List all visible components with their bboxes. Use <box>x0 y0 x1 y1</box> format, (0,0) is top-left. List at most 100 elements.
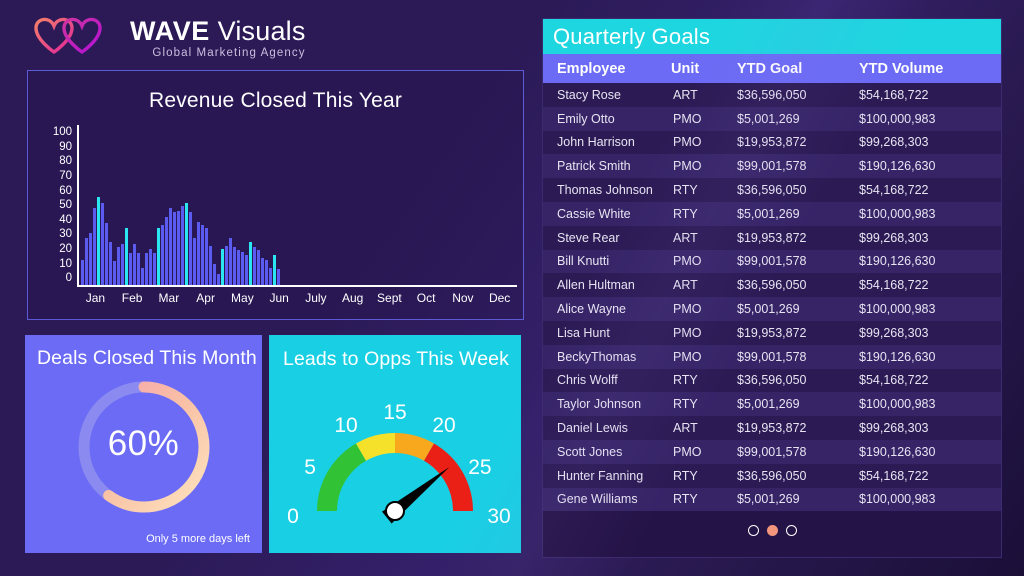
cell-ytd-goal: $19,953,872 <box>737 325 807 340</box>
table-row[interactable]: BeckyThomas PMO $99,001,578 $190,126,630 <box>543 344 1001 369</box>
bar <box>145 253 148 285</box>
column-header-ytd-goal[interactable]: YTD Goal <box>733 54 853 83</box>
donut-value-label: 60% <box>107 424 180 463</box>
bar <box>253 247 256 285</box>
gauge-tick-label: 10 <box>334 414 357 437</box>
bar <box>193 237 196 285</box>
cell-ytd-goal: $36,596,050 <box>737 183 807 198</box>
table-row[interactable]: Patrick Smith PMO $99,001,578 $190,126,630 <box>543 154 1001 179</box>
bar <box>201 224 204 285</box>
column-header-employee[interactable]: Employee <box>543 54 665 83</box>
cell-ytd-goal: $36,596,050 <box>737 278 807 293</box>
bar <box>257 250 260 285</box>
column-header-ytd-volume[interactable]: YTD Volume <box>853 54 1001 83</box>
cell-ytd-volume: $54,168,722 <box>859 373 929 388</box>
quarterly-goals-title-bar: Quarterly Goals <box>543 19 1001 54</box>
y-tick-label: 20 <box>59 243 72 256</box>
cell-employee: Allen Hultman <box>557 278 635 293</box>
table-row[interactable]: Gene Williams RTY $5,001,269 $100,000,983 <box>543 487 1001 512</box>
table-row[interactable]: Bill Knutti PMO $99,001,578 $190,126,630 <box>543 249 1001 274</box>
bar <box>93 207 96 285</box>
bar <box>241 251 244 285</box>
table-row[interactable]: Allen Hultman ART $36,596,050 $54,168,722 <box>543 273 1001 298</box>
donut-title: Deals Closed This Month <box>37 347 257 369</box>
cell-employee: Scott Jones <box>557 444 623 459</box>
bar <box>129 253 132 285</box>
table-row[interactable]: Daniel Lewis ART $19,953,872 $99,268,303 <box>543 416 1001 440</box>
bar <box>229 237 232 285</box>
table-header-row: Employee Unit YTD Goal YTD Volume <box>543 54 1001 83</box>
cell-ytd-goal: $99,001,578 <box>737 349 807 364</box>
table-row[interactable]: Cassie White RTY $5,001,269 $100,000,983 <box>543 201 1001 226</box>
cell-unit: RTY <box>673 373 698 388</box>
y-tick-label: 50 <box>59 199 72 212</box>
cell-employee: Lisa Hunt <box>557 325 610 340</box>
cell-ytd-volume: $100,000,983 <box>859 397 936 412</box>
bar <box>141 267 144 285</box>
quarterly-goals-title: Quarterly Goals <box>553 23 711 49</box>
gauge-title: Leads to Opps This Week <box>283 348 509 370</box>
bar <box>249 242 252 285</box>
bar-chart-x-axis-line <box>77 285 517 287</box>
cell-unit: RTY <box>673 183 698 198</box>
bar <box>109 242 112 285</box>
x-tick-label: Mar <box>158 291 180 305</box>
cell-ytd-volume: $54,168,722 <box>859 468 929 483</box>
x-tick-label: Sept <box>377 291 402 305</box>
cell-ytd-volume: $100,000,983 <box>859 302 936 317</box>
pagination-dot[interactable] <box>785 525 797 537</box>
column-header-unit[interactable]: Unit <box>665 54 733 83</box>
cell-employee: Emily Otto <box>557 111 615 126</box>
bar <box>197 221 200 285</box>
cell-employee: Stacy Rose <box>557 87 621 102</box>
table-row[interactable]: Chris Wolff RTY $36,596,050 $54,168,722 <box>543 368 1001 393</box>
table-row[interactable]: Steve Rear ART $19,953,872 $99,268,303 <box>543 225 1001 250</box>
donut-chart-icon <box>78 381 209 513</box>
x-tick-label: Nov <box>452 291 474 305</box>
table-row[interactable]: Alice Wayne PMO $5,001,269 $100,000,983 <box>543 297 1001 321</box>
bar <box>181 206 184 285</box>
table-row[interactable]: Thomas Johnson RTY $36,596,050 $54,168,722 <box>543 178 1001 202</box>
cell-unit: ART <box>673 230 698 245</box>
cell-ytd-goal: $36,596,050 <box>737 468 807 483</box>
table-row[interactable]: Lisa Hunt PMO $19,953,872 $99,268,303 <box>543 320 1001 345</box>
y-tick-label: 90 <box>59 140 72 153</box>
cell-ytd-volume: $99,268,303 <box>859 421 929 436</box>
cell-ytd-goal: $99,001,578 <box>737 444 807 459</box>
brand-logo: WAVE Visuals Global Marketing Agency <box>28 10 306 62</box>
y-tick-label: 40 <box>59 213 72 226</box>
wave-heart-logo-icon <box>34 17 102 55</box>
cell-ytd-goal: $36,596,050 <box>737 373 807 388</box>
pagination-dot[interactable] <box>747 525 759 537</box>
table-row[interactable]: Hunter Fanning RTY $36,596,050 $54,168,722 <box>543 463 1001 488</box>
bar <box>165 217 168 285</box>
brand-title-light: Visuals <box>217 16 306 47</box>
cell-unit: RTY <box>673 492 698 507</box>
cell-ytd-volume: $100,000,983 <box>859 206 936 221</box>
gauge-band <box>356 433 395 461</box>
cell-ytd-goal: $5,001,269 <box>737 302 800 317</box>
bar <box>245 254 248 285</box>
cell-employee: Thomas Johnson <box>557 183 653 198</box>
gauge-band <box>317 443 366 511</box>
table-row[interactable]: Taylor Johnson RTY $5,001,269 $100,000,983 <box>543 392 1001 417</box>
bar <box>117 247 120 285</box>
leads-to-opps-gauge-panel: Leads to Opps This Week 0 5 10 15 20 25 30 <box>269 335 521 553</box>
table-row[interactable]: Stacy Rose ART $36,596,050 $54,168,722 <box>543 83 1001 107</box>
cell-unit: PMO <box>673 444 702 459</box>
bar <box>113 261 116 285</box>
donut-holder: 60% <box>25 372 262 524</box>
table-row[interactable]: Scott Jones PMO $99,001,578 $190,126,630 <box>543 439 1001 464</box>
y-tick-label: 10 <box>59 257 72 270</box>
x-tick-label: Apr <box>196 291 215 305</box>
donut-footnote: Only 5 more days left <box>146 533 250 545</box>
gauge-holder: 0 5 10 15 20 25 30 <box>269 371 521 546</box>
table-row[interactable]: Emily Otto PMO $5,001,269 $100,000,983 <box>543 106 1001 131</box>
pagination-dot[interactable] <box>766 525 778 537</box>
cell-ytd-volume: $54,168,722 <box>859 278 929 293</box>
cell-ytd-goal: $19,953,872 <box>737 421 807 436</box>
table-row[interactable]: John Harrison PMO $19,953,872 $99,268,303 <box>543 130 1001 155</box>
cell-ytd-goal: $36,596,050 <box>737 87 807 102</box>
table-body: Stacy Rose ART $36,596,050 $54,168,722 Emily… <box>543 83 1001 512</box>
bar <box>153 253 156 285</box>
